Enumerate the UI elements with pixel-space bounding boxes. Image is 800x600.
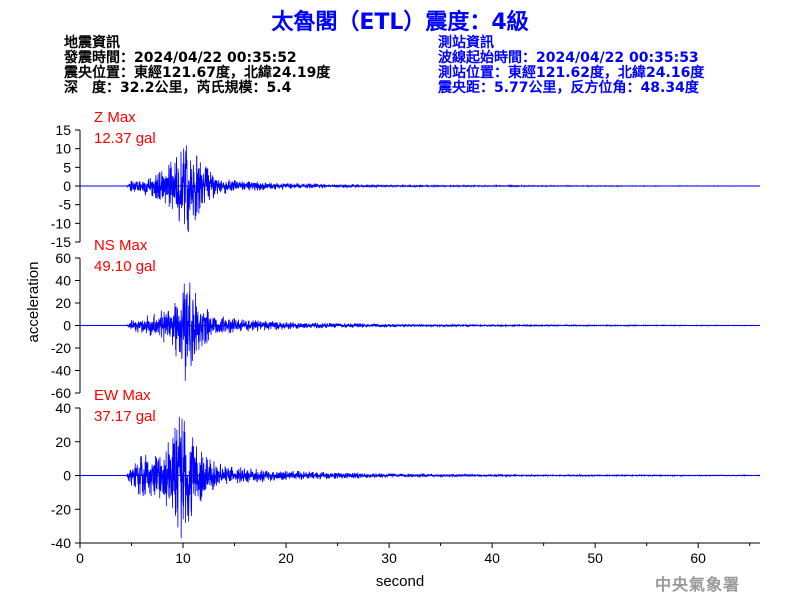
depth-magnitude: 深 度：32.2公里，芮氏規模：5.4 xyxy=(64,80,292,96)
x-tick-label: 0 xyxy=(76,550,84,566)
waveform-ns xyxy=(80,282,761,381)
epicentral-distance: 震央距：5.77公里，反方位角：48.34度 xyxy=(438,80,699,96)
y-tick-label: -40 xyxy=(51,535,71,551)
y-axis-title: acceleration xyxy=(25,262,42,343)
x-tick-label: 60 xyxy=(690,550,706,566)
y-tick-label: 60 xyxy=(55,250,71,266)
y-tick-label: 40 xyxy=(55,400,71,416)
x-tick-label: 30 xyxy=(381,550,397,566)
epicenter: 震央位置：東經121.67度，北緯24.19度 xyxy=(64,65,331,81)
x-tick-label: 40 xyxy=(484,550,500,566)
y-tick-label: -60 xyxy=(51,385,71,401)
max-value-z: 12.37 gal xyxy=(94,130,156,147)
x-tick-label: 20 xyxy=(278,550,294,566)
y-tick-label: 20 xyxy=(55,434,71,450)
max-value-ew: 37.17 gal xyxy=(94,408,156,425)
y-tick-label: 5 xyxy=(63,159,71,175)
y-tick-label: -20 xyxy=(51,501,71,517)
page-title: 太魯閣（ETL）震度：4級 xyxy=(271,10,529,35)
max-title-ew: EW Max xyxy=(94,387,151,404)
y-tick-label: -10 xyxy=(51,215,71,231)
origin-time: 發震時間：2024/04/22 00:35:52 xyxy=(64,50,297,66)
station-info-heading: 測站資訊 xyxy=(438,35,494,51)
x-tick-label: 50 xyxy=(587,550,603,566)
y-tick-label: 0 xyxy=(63,468,71,484)
y-tick-label: -15 xyxy=(51,234,71,250)
station-location: 測站位置：東經121.62度，北緯24.16度 xyxy=(438,65,705,81)
y-tick-label: 40 xyxy=(55,273,71,289)
y-tick-label: 0 xyxy=(63,178,71,194)
y-tick-label: 20 xyxy=(55,295,71,311)
y-tick-label: -40 xyxy=(51,363,71,379)
event-info: 地震資訊 發震時間：2024/04/22 00:35:52 震央位置：東經121… xyxy=(64,36,330,96)
x-axis-title: second xyxy=(376,573,424,590)
y-tick-label: -20 xyxy=(51,340,71,356)
y-tick-label: 10 xyxy=(55,141,71,157)
max-title-z: Z Max xyxy=(94,109,136,126)
y-tick-label: -5 xyxy=(59,197,72,213)
max-title-ns: NS Max xyxy=(94,237,148,254)
y-tick-label: 0 xyxy=(63,318,71,334)
waveform-ew xyxy=(80,416,761,539)
wave-start-time: 波線起始時間：2024/04/22 00:35:53 xyxy=(438,50,699,66)
max-value-ns: 49.10 gal xyxy=(94,258,156,275)
x-tick-label: 10 xyxy=(175,550,191,566)
y-tick-label: 15 xyxy=(55,122,71,138)
agency-stamp: 中央氣象署 xyxy=(655,575,741,594)
event-info-heading: 地震資訊 xyxy=(64,35,120,51)
waveform-z xyxy=(80,145,760,233)
station-info: 測站資訊 波線起始時間：2024/04/22 00:35:53 測站位置：東經1… xyxy=(438,36,704,96)
